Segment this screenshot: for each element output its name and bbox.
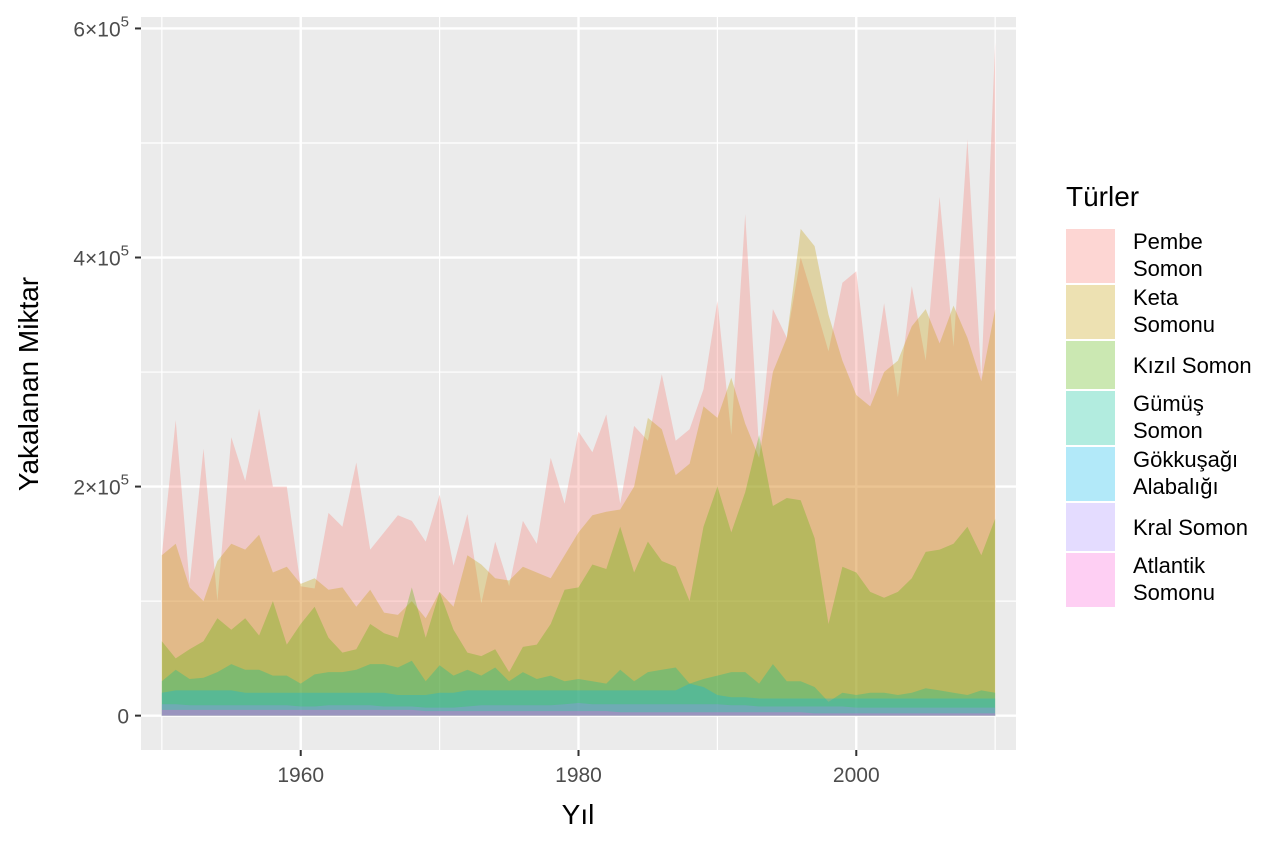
y-tick-label: 4×105: [73, 243, 129, 271]
y-tick-label: 0: [117, 706, 129, 729]
area-series-2: [161, 435, 996, 716]
legend-key-4: [1066, 447, 1115, 501]
y-axis-title: Yakalanan Miktar: [13, 277, 44, 491]
legend-label-4: Gökkuşağı Alabalığı: [1133, 447, 1238, 499]
legend-label-6: Atlantik Somonu: [1133, 553, 1215, 605]
legend-key-3: [1066, 391, 1115, 445]
area-series-group: [161, 42, 996, 716]
area-series-4: [161, 683, 996, 716]
legend-title: Türler: [1066, 181, 1139, 212]
area-series-0: [161, 42, 996, 716]
legend-label-0: Pembe Somon: [1133, 229, 1203, 281]
x-axis-title: Yıl: [562, 799, 595, 830]
y-tick-label: 6×105: [73, 13, 129, 41]
legend-label-5: Kral Somon: [1133, 515, 1248, 540]
legend-key-5: [1066, 503, 1115, 551]
legend-key-1: [1066, 285, 1115, 339]
legend-label-3: Gümüş Somon: [1133, 391, 1204, 443]
legend-key-2: [1066, 341, 1115, 389]
legend-key-0: [1066, 229, 1115, 283]
area-series-1: [161, 228, 996, 716]
area-series-6: [161, 709, 996, 716]
x-tick-label: 2000: [833, 764, 880, 787]
legend-key-6: [1066, 553, 1115, 607]
x-axis: 1960 1980 2000: [277, 750, 880, 787]
y-axis: 0 2×105 4×105 6×105: [73, 13, 141, 729]
grid-major: [141, 17, 1016, 750]
y-tick-label: 2×105: [73, 472, 129, 500]
x-tick-label: 1960: [277, 764, 324, 787]
area-series-5: [161, 703, 996, 716]
x-tick-label: 1980: [555, 764, 602, 787]
legend-label-1: Keta Somonu: [1133, 285, 1215, 337]
legend-label-2: Kızıl Somon: [1133, 353, 1252, 378]
area-series-3: [161, 660, 996, 716]
